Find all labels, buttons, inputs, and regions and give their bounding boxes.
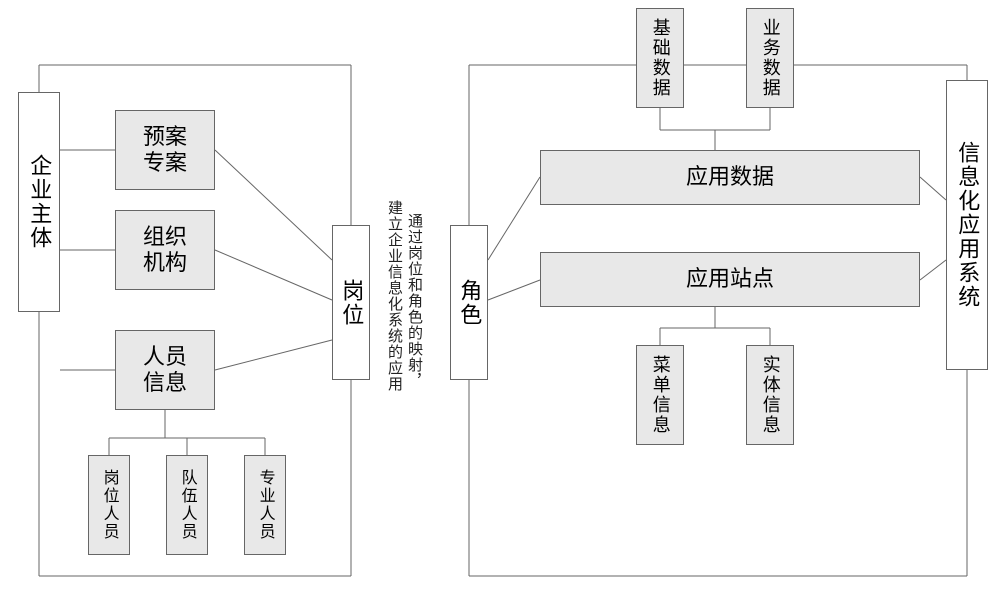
label: 应用站点 xyxy=(686,266,774,292)
node-post: 岗位 xyxy=(332,225,370,380)
label: 菜单信息 xyxy=(649,355,671,435)
node-enterprise: 企业主体 xyxy=(18,92,60,312)
label: 人员信息 xyxy=(141,344,189,397)
node-org: 组织机构 xyxy=(115,210,215,290)
node-app-data: 应用数据 xyxy=(540,150,920,205)
label: 应用数据 xyxy=(686,164,774,190)
label: 角色 xyxy=(456,279,482,327)
caption-line-1: 通过岗位和角色的映射， xyxy=(404,213,425,389)
node-biz-data: 业务数据 xyxy=(746,8,794,108)
node-base-data: 基础数据 xyxy=(636,8,684,108)
node-menu-info: 菜单信息 xyxy=(636,345,684,445)
label: 预案专案 xyxy=(141,124,189,177)
node-prof-people: 专业人员 xyxy=(244,455,286,555)
node-personnel: 人员信息 xyxy=(115,330,215,410)
label: 企业主体 xyxy=(26,154,52,250)
node-entity-info: 实体信息 xyxy=(746,345,794,445)
label: 信息化应用系统 xyxy=(954,141,980,309)
label: 岗位 xyxy=(338,279,364,327)
caption-line-2: 建立企业信息化系统的应用 xyxy=(384,200,405,392)
node-info-system: 信息化应用系统 xyxy=(946,80,988,370)
label: 岗位人员 xyxy=(99,469,118,541)
label: 队伍人员 xyxy=(177,469,196,541)
label: 专业人员 xyxy=(255,469,274,541)
label: 业务数据 xyxy=(759,18,781,98)
label: 组织机构 xyxy=(141,224,189,277)
node-plan: 预案专案 xyxy=(115,110,215,190)
node-role: 角色 xyxy=(450,225,488,380)
node-team-people: 队伍人员 xyxy=(166,455,208,555)
node-post-people: 岗位人员 xyxy=(88,455,130,555)
node-app-site: 应用站点 xyxy=(540,252,920,307)
label: 基础数据 xyxy=(649,18,671,98)
label: 实体信息 xyxy=(759,355,781,435)
